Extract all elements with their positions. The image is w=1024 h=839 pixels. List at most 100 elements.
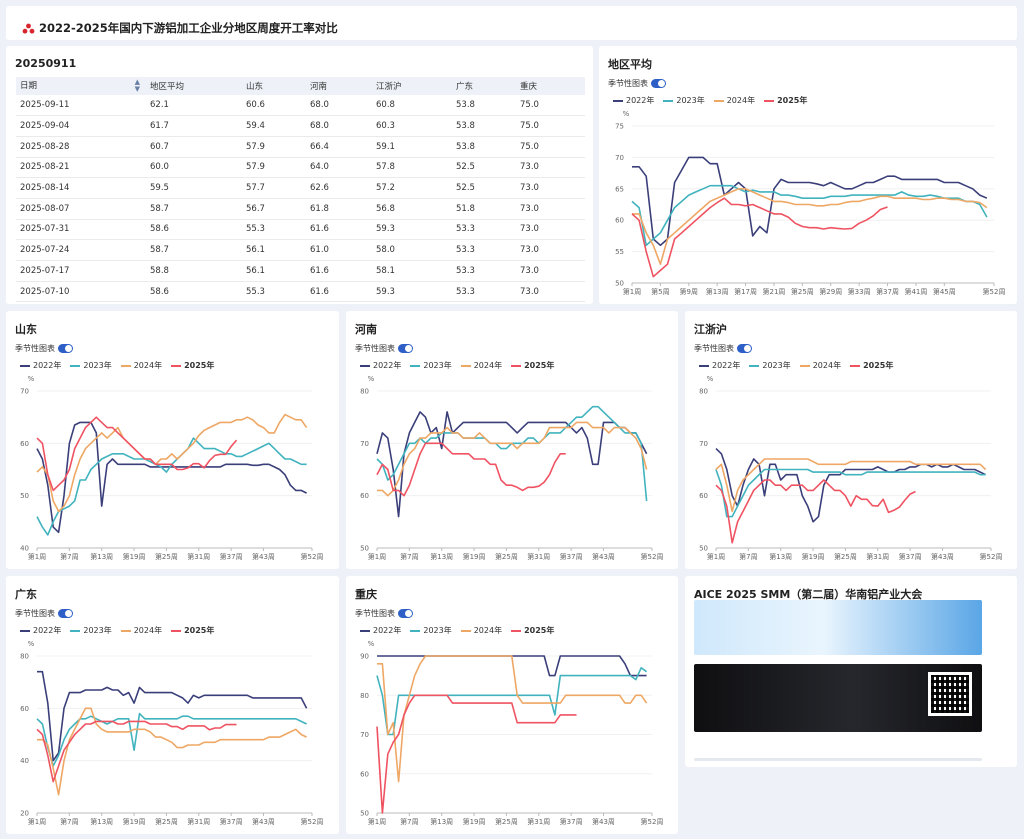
legend-label: 2023年	[423, 626, 452, 635]
series-line-2023[interactable]	[376, 667, 648, 736]
legend-label: 2023年	[83, 361, 112, 370]
series-line-2025[interactable]	[715, 479, 916, 544]
series-line-2025[interactable]	[631, 197, 888, 278]
series-line-2022[interactable]	[376, 411, 648, 518]
series-line-2022[interactable]	[37, 670, 308, 762]
chart-title: 山东	[15, 323, 37, 336]
seasonal-toggle-switch[interactable]	[58, 609, 73, 618]
table-cell: 55.3	[242, 281, 306, 303]
table-cell: 57.2	[372, 177, 452, 199]
series-line-2023[interactable]	[376, 405, 648, 501]
series-line-2023[interactable]	[631, 184, 988, 247]
seasonal-toggle-switch[interactable]	[398, 609, 413, 618]
chart-plot: % 50 60 70 80 第1周 第7周 第13周 第19周 第25周 第31周 第37周 第43周 第…	[360, 375, 663, 561]
series-line-2022[interactable]	[715, 448, 986, 523]
table-cell: 53.8	[452, 115, 516, 137]
legend-swatch	[70, 364, 81, 367]
legend-item[interactable]: 2023年	[410, 625, 452, 636]
col-header-date[interactable]: 日期 ▲ ▼	[16, 77, 146, 95]
series-line-2025[interactable]	[376, 442, 566, 497]
y-axis-unit: %	[28, 375, 35, 383]
legend-item[interactable]: 2025年	[764, 95, 807, 106]
legend-item[interactable]: 2024年	[713, 95, 755, 106]
legend-label: 2025年	[863, 361, 894, 370]
y-tick-label: 75	[615, 123, 624, 131]
x-tick-label: 第17周	[734, 287, 757, 296]
series-line-2022[interactable]	[632, 156, 988, 247]
legend-label: 2025年	[184, 361, 215, 370]
series-line-2024[interactable]	[37, 707, 307, 796]
legend-item[interactable]: 2025年	[171, 625, 214, 636]
legend-item[interactable]: 2025年	[850, 360, 893, 371]
y-axis-unit: %	[707, 375, 714, 383]
series-line-2023[interactable]	[715, 468, 986, 518]
legend-item[interactable]: 2022年	[699, 360, 740, 371]
legend-swatch	[663, 99, 674, 102]
x-tick-label: 第1周	[368, 552, 386, 561]
legend-item[interactable]: 2024年	[460, 360, 502, 371]
x-tick-label: 第37周	[560, 817, 583, 826]
legend-item[interactable]: 2023年	[663, 95, 705, 106]
legend-item[interactable]: 2022年	[20, 360, 61, 371]
legend-item[interactable]: 2022年	[360, 625, 401, 636]
seasonal-toggle-switch[interactable]	[398, 344, 413, 353]
aice-banner-top[interactable]	[694, 600, 982, 655]
x-tick-label: 第43周	[252, 552, 275, 561]
series-line-2025[interactable]	[36, 720, 237, 783]
chart-title: 江浙沪	[694, 323, 727, 336]
x-tick-label: 第25周	[791, 287, 814, 296]
legend-swatch	[171, 629, 182, 632]
legend-item[interactable]: 2023年	[70, 625, 112, 636]
series-line-2025[interactable]	[36, 416, 238, 492]
series-line-2024[interactable]	[632, 188, 988, 265]
y-tick-label: 40	[20, 545, 29, 553]
aice-banner-bottom[interactable]	[694, 664, 982, 732]
page-title: 2022-2025年国内下游铝加工企业分地区周度开工率对比	[22, 20, 338, 36]
table-row: 2025-08-21 60.0 57.9 64.0 57.8 52.5 73.0	[16, 157, 585, 179]
legend-item[interactable]: 2022年	[360, 360, 401, 371]
legend-item[interactable]: 2022年	[613, 95, 654, 106]
table-row: 2025-08-07 58.7 56.7 61.8 56.8 51.8 73.0	[16, 198, 585, 220]
x-tick-label: 第52周	[641, 817, 664, 826]
col-header-cq: 重庆	[516, 77, 585, 95]
legend-item[interactable]: 2024年	[120, 360, 162, 371]
legend-item[interactable]: 2023年	[70, 360, 112, 371]
series-line-2025[interactable]	[376, 694, 577, 814]
legend-item[interactable]: 2025年	[171, 360, 214, 371]
legend-item[interactable]: 2023年	[749, 360, 791, 371]
table-cell: 53.3	[452, 239, 516, 261]
series-line-2022[interactable]	[36, 421, 307, 534]
y-tick-label: 70	[20, 388, 29, 396]
seasonal-toggle-switch[interactable]	[651, 79, 666, 88]
legend-item[interactable]: 2025年	[511, 625, 554, 636]
carousel-scroll[interactable]	[694, 758, 982, 761]
x-tick-label: 第13周	[430, 552, 453, 561]
legend-item[interactable]: 2025年	[511, 360, 554, 371]
y-tick-label: 70	[360, 440, 369, 448]
chart-plot: % 40 50 60 70 第1周 第7周 第13周 第19周 第25周 第31周 第37周 第43周 第…	[20, 375, 323, 561]
x-tick-label: 第43周	[252, 817, 275, 826]
x-tick-label: 第31周	[527, 552, 550, 561]
y-tick-label: 60	[699, 492, 708, 500]
legend-label: 2024年	[473, 626, 503, 635]
series-line-2024[interactable]	[377, 421, 648, 497]
logo-icon	[22, 23, 35, 34]
page-title-text: 2022-2025年国内下游铝加工企业分地区周度开工率对比	[39, 21, 338, 35]
legend-item[interactable]: 2024年	[120, 625, 162, 636]
series-line-2024[interactable]	[715, 458, 987, 513]
seasonal-toggle-switch[interactable]	[737, 344, 752, 353]
series-line-2023[interactable]	[36, 437, 307, 536]
legend-item[interactable]: 2023年	[410, 360, 452, 371]
series-line-2024[interactable]	[377, 655, 648, 783]
x-tick-label: 第1周	[368, 817, 386, 826]
table-row: 2025-07-24 58.7 56.1 61.0 58.0 53.3 73.0	[16, 239, 585, 261]
chart-plot: % 50 55 60 65 70 75 第1周 第5周 第9周 第13周 第17周 第21周 第25周 第2…	[615, 110, 1005, 296]
series-line-2024[interactable]	[36, 413, 308, 513]
sort-icon[interactable]: ▲ ▼	[134, 78, 140, 93]
series-line-2023[interactable]	[36, 712, 307, 767]
legend-item[interactable]: 2022年	[20, 625, 61, 636]
legend-item[interactable]: 2024年	[799, 360, 841, 371]
chart-legend: 2022年 2023年 2024年 2025年	[20, 360, 223, 371]
seasonal-toggle-switch[interactable]	[58, 344, 73, 353]
legend-item[interactable]: 2024年	[460, 625, 503, 636]
